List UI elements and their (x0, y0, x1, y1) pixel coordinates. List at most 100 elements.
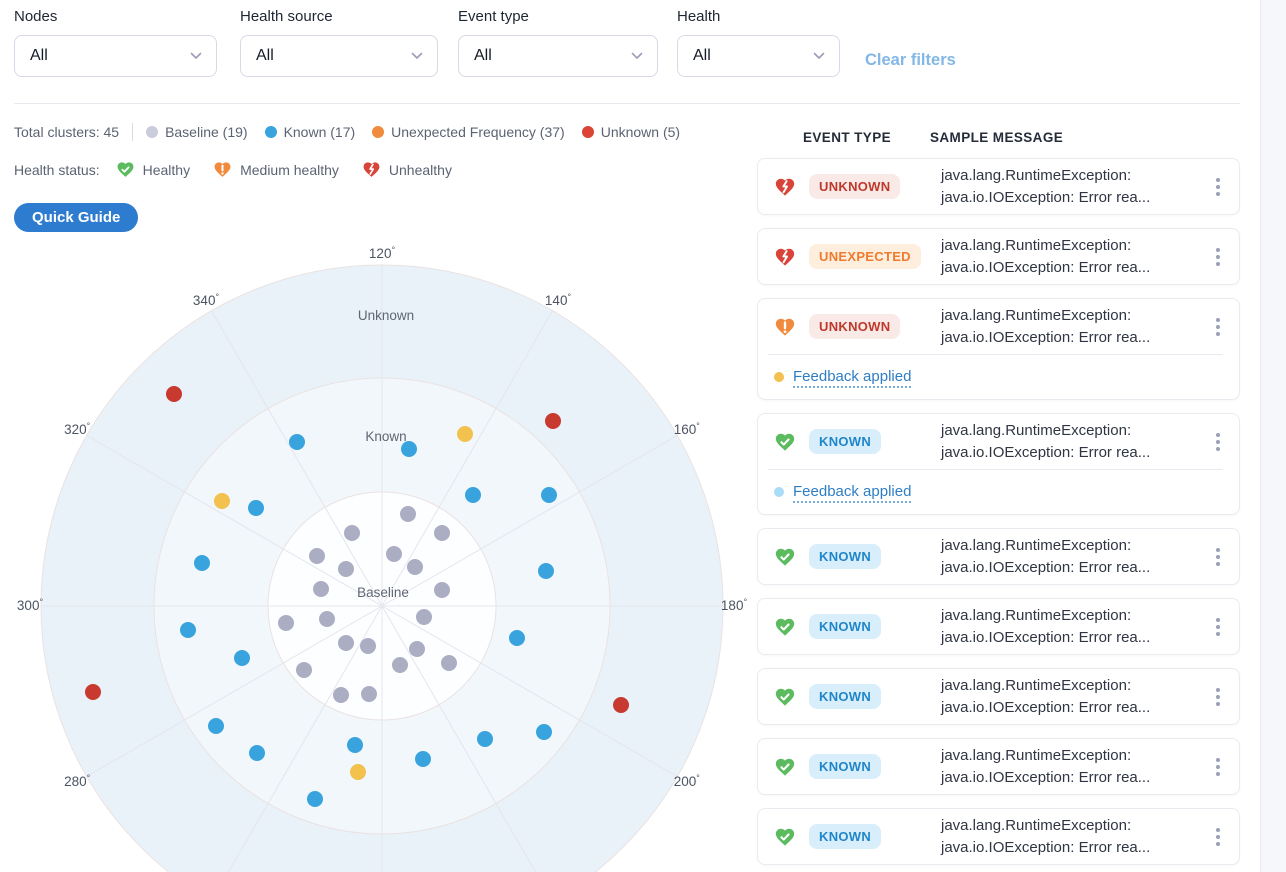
event-row[interactable]: KNOWN java.lang.RuntimeException: java.io… (757, 413, 1240, 515)
cluster-point-unknown[interactable] (545, 413, 561, 429)
cluster-point-unknown[interactable] (613, 697, 629, 713)
cluster-point-baseline[interactable] (338, 635, 354, 651)
cluster-point-baseline[interactable] (407, 559, 423, 575)
health-legend-item-unhealthy: Unhealthy (362, 160, 452, 179)
row-menu-kebab-icon[interactable] (1211, 824, 1225, 850)
cluster-point-baseline[interactable] (309, 548, 325, 564)
row-menu-kebab-icon[interactable] (1211, 244, 1225, 270)
cluster-point-unexpected-frequency[interactable] (457, 426, 473, 442)
filter-label: Event type (458, 8, 529, 25)
row-menu-kebab-icon[interactable] (1211, 174, 1225, 200)
cluster-point-baseline[interactable] (313, 581, 329, 597)
event-row[interactable]: KNOWN java.lang.RuntimeException: java.io… (757, 668, 1240, 725)
cluster-point-baseline[interactable] (360, 638, 376, 654)
polar-spoke (86, 605, 383, 777)
filter-label: Health (677, 8, 721, 25)
chevron-down-icon (190, 52, 202, 59)
medium-heart-icon (214, 162, 231, 177)
cluster-point-known[interactable] (401, 441, 417, 457)
event-type-select[interactable]: All (458, 35, 658, 77)
health-legend: Health status: Healthy Medium healthy Unhe… (14, 160, 475, 179)
cluster-point-known[interactable] (465, 487, 481, 503)
event-row[interactable]: UNEXPECTED java.lang.RuntimeException: ja… (757, 228, 1240, 285)
cluster-point-baseline[interactable] (434, 525, 450, 541)
cluster-point-known[interactable] (289, 434, 305, 450)
feedback-applied-link[interactable]: Feedback applied (793, 483, 912, 500)
legend-separator (132, 123, 134, 141)
filter-label: Health source (240, 8, 333, 25)
cluster-point-baseline[interactable] (416, 609, 432, 625)
cluster-point-baseline[interactable] (386, 546, 402, 562)
angle-tick-label: 300° (17, 597, 44, 613)
row-menu-kebab-icon[interactable] (1211, 614, 1225, 640)
cluster-point-unexpected-frequency[interactable] (214, 493, 230, 509)
event-row-main: KNOWN java.lang.RuntimeException: java.io… (758, 669, 1239, 724)
filter-label: Nodes (14, 8, 58, 25)
cluster-point-baseline[interactable] (296, 662, 312, 678)
cluster-point-known[interactable] (208, 718, 224, 734)
legend-item-known: Known (17) (264, 124, 355, 140)
row-menu-kebab-icon[interactable] (1211, 429, 1225, 455)
health-source-select[interactable]: All (240, 35, 438, 77)
cluster-point-unexpected-frequency[interactable] (350, 764, 366, 780)
event-row[interactable]: KNOWN java.lang.RuntimeException: java.io… (757, 808, 1240, 865)
cluster-polar-chart[interactable]: 120° 140° 160° 180° 200° 280° 300° 320° 340° Unkn… (0, 236, 757, 872)
cluster-point-baseline[interactable] (278, 615, 294, 631)
event-row[interactable]: KNOWN java.lang.RuntimeException: java.io… (757, 598, 1240, 655)
legend-item-baseline: Baseline (19) (146, 124, 248, 140)
event-row[interactable]: KNOWN java.lang.RuntimeException: java.io… (757, 738, 1240, 795)
healthy-heart-icon (775, 758, 795, 776)
cluster-point-known[interactable] (541, 487, 557, 503)
event-row[interactable]: UNKNOWN java.lang.RuntimeException: java.… (757, 158, 1240, 215)
cluster-point-known[interactable] (249, 745, 265, 761)
cluster-point-known[interactable] (415, 751, 431, 767)
cluster-point-known[interactable] (234, 650, 250, 666)
cluster-point-baseline[interactable] (434, 582, 450, 598)
cluster-point-baseline[interactable] (319, 611, 335, 627)
row-menu-kebab-icon[interactable] (1211, 314, 1225, 340)
cluster-point-known[interactable] (307, 791, 323, 807)
cluster-point-known[interactable] (180, 622, 196, 638)
event-row-main: UNKNOWN java.lang.RuntimeException: java.… (758, 159, 1239, 214)
health-select[interactable]: All (677, 35, 840, 77)
filter-group-event-type: Event type All (458, 8, 658, 77)
cluster-point-known[interactable] (194, 555, 210, 571)
clear-filters-link[interactable]: Clear filters (865, 51, 956, 69)
cluster-point-baseline[interactable] (409, 641, 425, 657)
legend-item-unknown: Unknown (5) (581, 124, 680, 140)
legend-item-label: Unexpected Frequency (37) (391, 124, 565, 140)
cluster-point-baseline[interactable] (392, 657, 408, 673)
row-divider (768, 354, 1223, 355)
cluster-point-baseline[interactable] (338, 561, 354, 577)
row-menu-kebab-icon[interactable] (1211, 754, 1225, 780)
cluster-point-known[interactable] (248, 500, 264, 516)
event-type-badge: KNOWN (809, 614, 882, 639)
cluster-point-known[interactable] (509, 630, 525, 646)
cluster-point-unknown[interactable] (166, 386, 182, 402)
health-legend-label: Unhealthy (388, 161, 452, 178)
nodes-select[interactable]: All (14, 35, 217, 77)
cluster-point-baseline[interactable] (333, 687, 349, 703)
event-type-badge: UNKNOWN (809, 174, 901, 199)
cluster-point-baseline[interactable] (361, 686, 377, 702)
cluster-point-baseline[interactable] (344, 525, 360, 541)
cluster-point-known[interactable] (477, 731, 493, 747)
health-legend-items: Healthy Medium healthy Unhealthy (116, 160, 475, 179)
event-row[interactable]: KNOWN java.lang.RuntimeException: java.io… (757, 528, 1240, 585)
row-menu-kebab-icon[interactable] (1211, 544, 1225, 570)
quick-guide-button[interactable]: Quick Guide (14, 203, 139, 232)
cluster-point-known[interactable] (347, 737, 363, 753)
row-menu-kebab-icon[interactable] (1211, 684, 1225, 710)
event-row-main: KNOWN java.lang.RuntimeException: java.io… (758, 739, 1239, 794)
healthy-heart-icon (775, 548, 795, 566)
cluster-point-baseline[interactable] (400, 506, 416, 522)
cluster-point-known[interactable] (536, 724, 552, 740)
cluster-point-baseline[interactable] (441, 655, 457, 671)
polar-spoke (86, 435, 383, 607)
cluster-point-unknown[interactable] (85, 684, 101, 700)
legend-dot-icon (372, 126, 385, 138)
cluster-point-known[interactable] (538, 563, 554, 579)
legend-dot-icon (581, 126, 594, 138)
event-row[interactable]: UNKNOWN java.lang.RuntimeException: java.… (757, 298, 1240, 400)
feedback-applied-link[interactable]: Feedback applied (793, 368, 912, 385)
